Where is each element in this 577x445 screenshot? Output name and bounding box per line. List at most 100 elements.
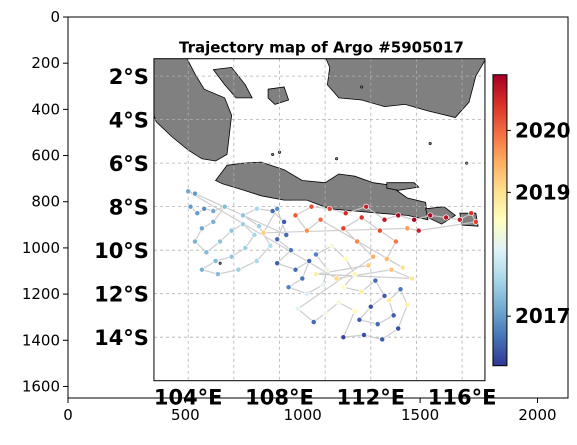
latitude-label: 10°S: [94, 239, 149, 263]
trajectory-point: [269, 208, 276, 214]
outer-axes-frame: [67, 16, 569, 399]
trajectory-point: [319, 282, 326, 288]
land-belitung: [267, 86, 290, 105]
trajectory-point: [376, 227, 383, 234]
trajectory-point: [303, 227, 310, 234]
trajectory-point: [324, 266, 331, 273]
outer-x-ticks: 0 500 1000 1500 2000: [63, 398, 557, 424]
trajectory-point: [203, 249, 210, 256]
trajectory-point: [361, 332, 367, 338]
land-islet: [218, 261, 222, 265]
trajectory-point: [472, 218, 479, 225]
trajectory-point: [381, 216, 388, 223]
land-borneo: [325, 58, 485, 118]
trajectory-point: [201, 205, 208, 212]
colorbar-ticks: 2017 2019 2020: [506, 118, 571, 328]
trajectory-point: [370, 253, 377, 260]
trajectory-point: [310, 319, 317, 325]
trajectory-point: [374, 321, 381, 328]
outer-y-tick-label: 0: [50, 8, 60, 26]
trajectory-point: [340, 284, 347, 291]
trajectory-point: [427, 212, 434, 219]
trajectory-point: [415, 227, 422, 234]
trajectory-point: [404, 225, 411, 232]
latitude-label: 8°S: [109, 196, 149, 220]
trajectory-point: [253, 205, 260, 212]
trajectory-point: [335, 299, 342, 306]
trajectory-point: [274, 260, 281, 267]
trajectory-point: [358, 288, 365, 295]
trajectory-point: [274, 205, 281, 212]
latitude-label: 12°S: [94, 283, 149, 307]
trajectory-point: [214, 271, 221, 278]
colorbar-tick-label: 2020: [515, 118, 571, 142]
outer-x-tick-label: 1500: [401, 406, 439, 424]
trajectory-point: [317, 216, 324, 223]
trajectory-point: [285, 284, 292, 291]
trajectory-point: [354, 238, 361, 245]
colorbar-tick-label: 2019: [515, 180, 571, 204]
trajectory-point: [365, 262, 372, 269]
trajectory-point: [198, 266, 205, 273]
trajectory-point: [326, 205, 333, 212]
trajectory-point: [340, 225, 347, 232]
colorbar-tick-label: 2017: [515, 304, 571, 328]
trajectory-point: [253, 258, 260, 264]
trajectory-point: [192, 190, 198, 197]
latitude-label: 4°S: [109, 109, 149, 133]
trajectory-point: [228, 227, 235, 234]
trajectory-point: [367, 303, 374, 310]
land-bangka: [212, 66, 253, 99]
trajectory-point: [342, 255, 349, 262]
trajectory-point: [379, 336, 386, 343]
trajectory-point: [187, 203, 194, 210]
trajectory-point: [281, 218, 288, 225]
trajectory-point: [192, 238, 198, 245]
trajectory-point: [468, 210, 475, 217]
trajectory-point: [313, 271, 319, 278]
trajectory-point: [212, 258, 219, 264]
trajectory-point: [356, 316, 363, 323]
trajectory-point: [292, 212, 299, 219]
chart-title: Trajectory map of Argo #5905017: [179, 39, 464, 57]
trajectory-point: [217, 238, 224, 245]
trajectory-point: [267, 242, 274, 249]
outer-y-tick-label: 1600: [22, 377, 60, 395]
outer-y-tick-label: 400: [31, 100, 60, 118]
map-frame: [153, 58, 486, 382]
trajectory-point: [358, 214, 365, 221]
longitude-label: 112°E: [336, 386, 405, 410]
trajectory-point: [383, 255, 390, 262]
trajectory-point: [329, 242, 335, 249]
trajectory-point: [256, 223, 262, 230]
trajectory-point: [287, 247, 294, 254]
trajectory-point: [313, 251, 319, 258]
trajectory-point: [397, 286, 404, 293]
longitude-label: 104°E: [154, 386, 223, 410]
trajectory-point: [404, 301, 411, 308]
trajectory-point: [251, 231, 258, 238]
outer-y-tick-label: 1200: [22, 285, 60, 303]
trajectory-point: [303, 290, 310, 297]
trajectory-points: [185, 188, 479, 343]
trajectory-point: [185, 188, 192, 195]
outer-y-tick-label: 1000: [22, 239, 60, 257]
trajectory-point: [308, 203, 315, 210]
outer-y-tick-label: 800: [31, 193, 60, 211]
trajectory-point: [228, 253, 235, 260]
land-java: [214, 161, 429, 221]
trajectory-point: [221, 203, 228, 210]
trajectory-point: [198, 225, 205, 232]
land-madura: [386, 182, 420, 191]
trajectory-point: [194, 210, 201, 217]
trajectory-point: [342, 210, 349, 217]
trajectory-point: [408, 275, 415, 282]
trajectory-point: [411, 216, 418, 223]
trajectory-point: [306, 258, 313, 264]
outer-x-tick-label: 1000: [284, 406, 322, 424]
trajectory-point: [390, 312, 397, 319]
trajectory-point: [242, 245, 249, 251]
trajectory-point: [395, 325, 402, 332]
trajectory-point: [386, 297, 393, 304]
